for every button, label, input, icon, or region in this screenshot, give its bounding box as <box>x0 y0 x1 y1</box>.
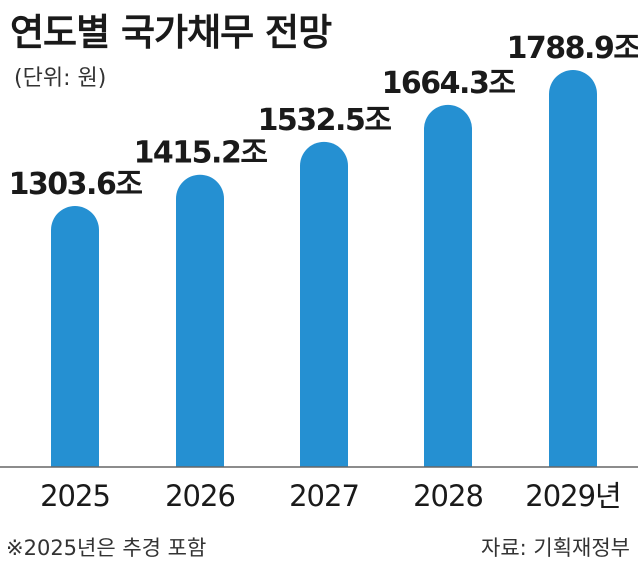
data-label-2028: 1664.3조 <box>382 66 516 101</box>
x-tick-label: 2027 <box>289 479 359 513</box>
x-tick-label: 2029년 <box>525 479 620 513</box>
data-label-2025: 1303.6조 <box>9 167 143 202</box>
bar-2026 <box>176 174 224 467</box>
bar-2029년 <box>549 70 597 467</box>
bar-2027 <box>300 141 348 467</box>
source-note: 자료: 기획재정부 <box>481 536 630 560</box>
unit-label: (단위: 원) <box>14 66 107 91</box>
data-label-2029년: 1788.9조 <box>507 31 638 66</box>
data-label-2027: 1532.5조 <box>258 103 392 138</box>
x-tick-label: 2028 <box>413 479 483 513</box>
x-tick-label: 2025 <box>40 479 110 513</box>
footnote: ※2025년은 추경 포함 <box>6 536 207 560</box>
bar-2025 <box>51 206 99 467</box>
data-label-2026: 1415.2조 <box>134 136 268 171</box>
x-tick-label: 2026 <box>165 479 235 513</box>
bar-2028 <box>424 104 472 467</box>
chart-title: 연도별 국가채무 전망 <box>10 11 332 54</box>
